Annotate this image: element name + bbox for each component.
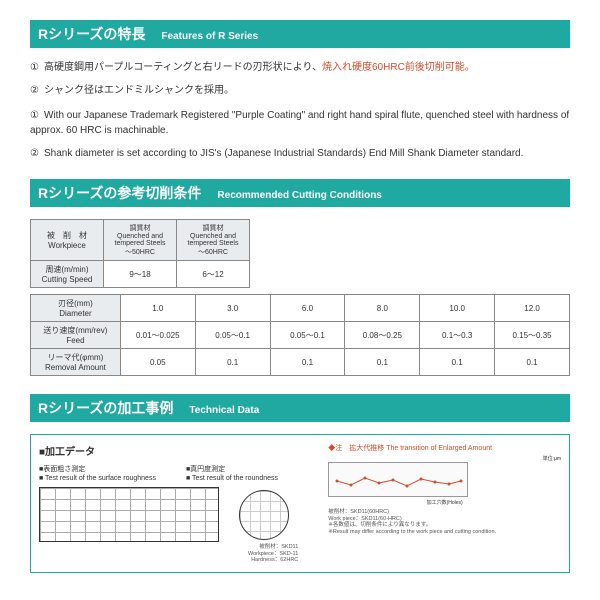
section-title-en: Technical Data: [189, 405, 259, 416]
th-workpiece: 被 削 材 Workpiece: [31, 220, 104, 261]
features-block: ①高硬度鋼用パープルコーティングと右リードの刃形状により、焼入れ硬度60HRC前…: [30, 60, 570, 161]
tech-sub1: ■表面粗さ測定: [39, 464, 156, 474]
tech-data-box: ■加工データ ■表面粗さ測定 ■ Test result of the surf…: [30, 434, 570, 573]
th-col2: 調質材 Quenched and tempered Steels ～60HRC: [177, 220, 250, 261]
tech-right: ◆注 拡大代推移 The transition of Enlarged Amou…: [328, 443, 561, 535]
feature-en-1: ①With our Japanese Trademark Registered …: [30, 108, 570, 138]
transition-chart: [328, 462, 468, 497]
th-col1: 調質材 Quenched and tempered Steels ～50HRC: [104, 220, 177, 261]
feature-jp-1: ①高硬度鋼用パープルコーティングと右リードの刃形状により、焼入れ硬度60HRC前…: [30, 60, 570, 75]
feature-jp-2: ②シャンク径はエンドミルシャンクを採用。: [30, 83, 570, 98]
surface-roughness-chart: [39, 487, 219, 542]
td-speed-2: 6～12: [177, 261, 250, 288]
conditions-table-1: 被 削 材 Workpiece 調質材 Quenched and tempere…: [30, 219, 250, 288]
transition-title: ◆注 拡大代推移 The transition of Enlarged Amou…: [328, 443, 561, 453]
tables-block: 被 削 材 Workpiece 調質材 Quenched and tempere…: [30, 219, 570, 376]
feature-en-2: ②Shank diameter is set according to JIS'…: [30, 146, 570, 161]
tech-sub1en: ■ Test result of the surface roughness: [39, 475, 156, 482]
tech-sub2: ■真円度測定: [186, 464, 278, 474]
roundness-chart: [239, 490, 289, 540]
th-diameter: 刃径(mm) Diameter: [31, 295, 121, 322]
conditions-table-2: 刃径(mm) Diameter 1.0 3.0 6.0 8.0 10.0 12.…: [30, 294, 570, 376]
section-header-techdata: Rシリーズの加工事例 Technical Data: [30, 394, 570, 422]
th-removal: リーマ代(φmm) Removal Amount: [31, 349, 121, 376]
section-title-en: Recommended Cutting Conditions: [217, 190, 381, 201]
tech-title: ■加工データ: [39, 443, 318, 458]
section-header-features: Rシリーズの特長 Features of R Series: [30, 20, 570, 48]
section-title-en: Features of R Series: [161, 31, 258, 42]
section-title-jp: Rシリーズの参考切削条件: [38, 183, 201, 203]
tech-sub2en: ■ Test result of the roundness: [186, 475, 278, 482]
section-header-conditions: Rシリーズの参考切削条件 Recommended Cutting Conditi…: [30, 179, 570, 207]
section-title-jp: Rシリーズの加工事例: [38, 398, 173, 418]
tech-material: 被削材：SKD11 Workpiece：SKD-11 Hardness：62HR…: [39, 544, 318, 564]
tech-notes: 被削材：SKD11(60HRC) Work piece：SKD11(60-HRC…: [328, 509, 561, 535]
td-speed-1: 9～18: [104, 261, 177, 288]
tech-left: ■加工データ ■表面粗さ測定 ■ Test result of the surf…: [39, 443, 318, 564]
section-title-jp: Rシリーズの特長: [38, 24, 145, 44]
th-feed: 送り速度(mm/rev) Feed: [31, 322, 121, 349]
th-speed: 周速(m/min) Cutting Speed: [31, 261, 104, 288]
